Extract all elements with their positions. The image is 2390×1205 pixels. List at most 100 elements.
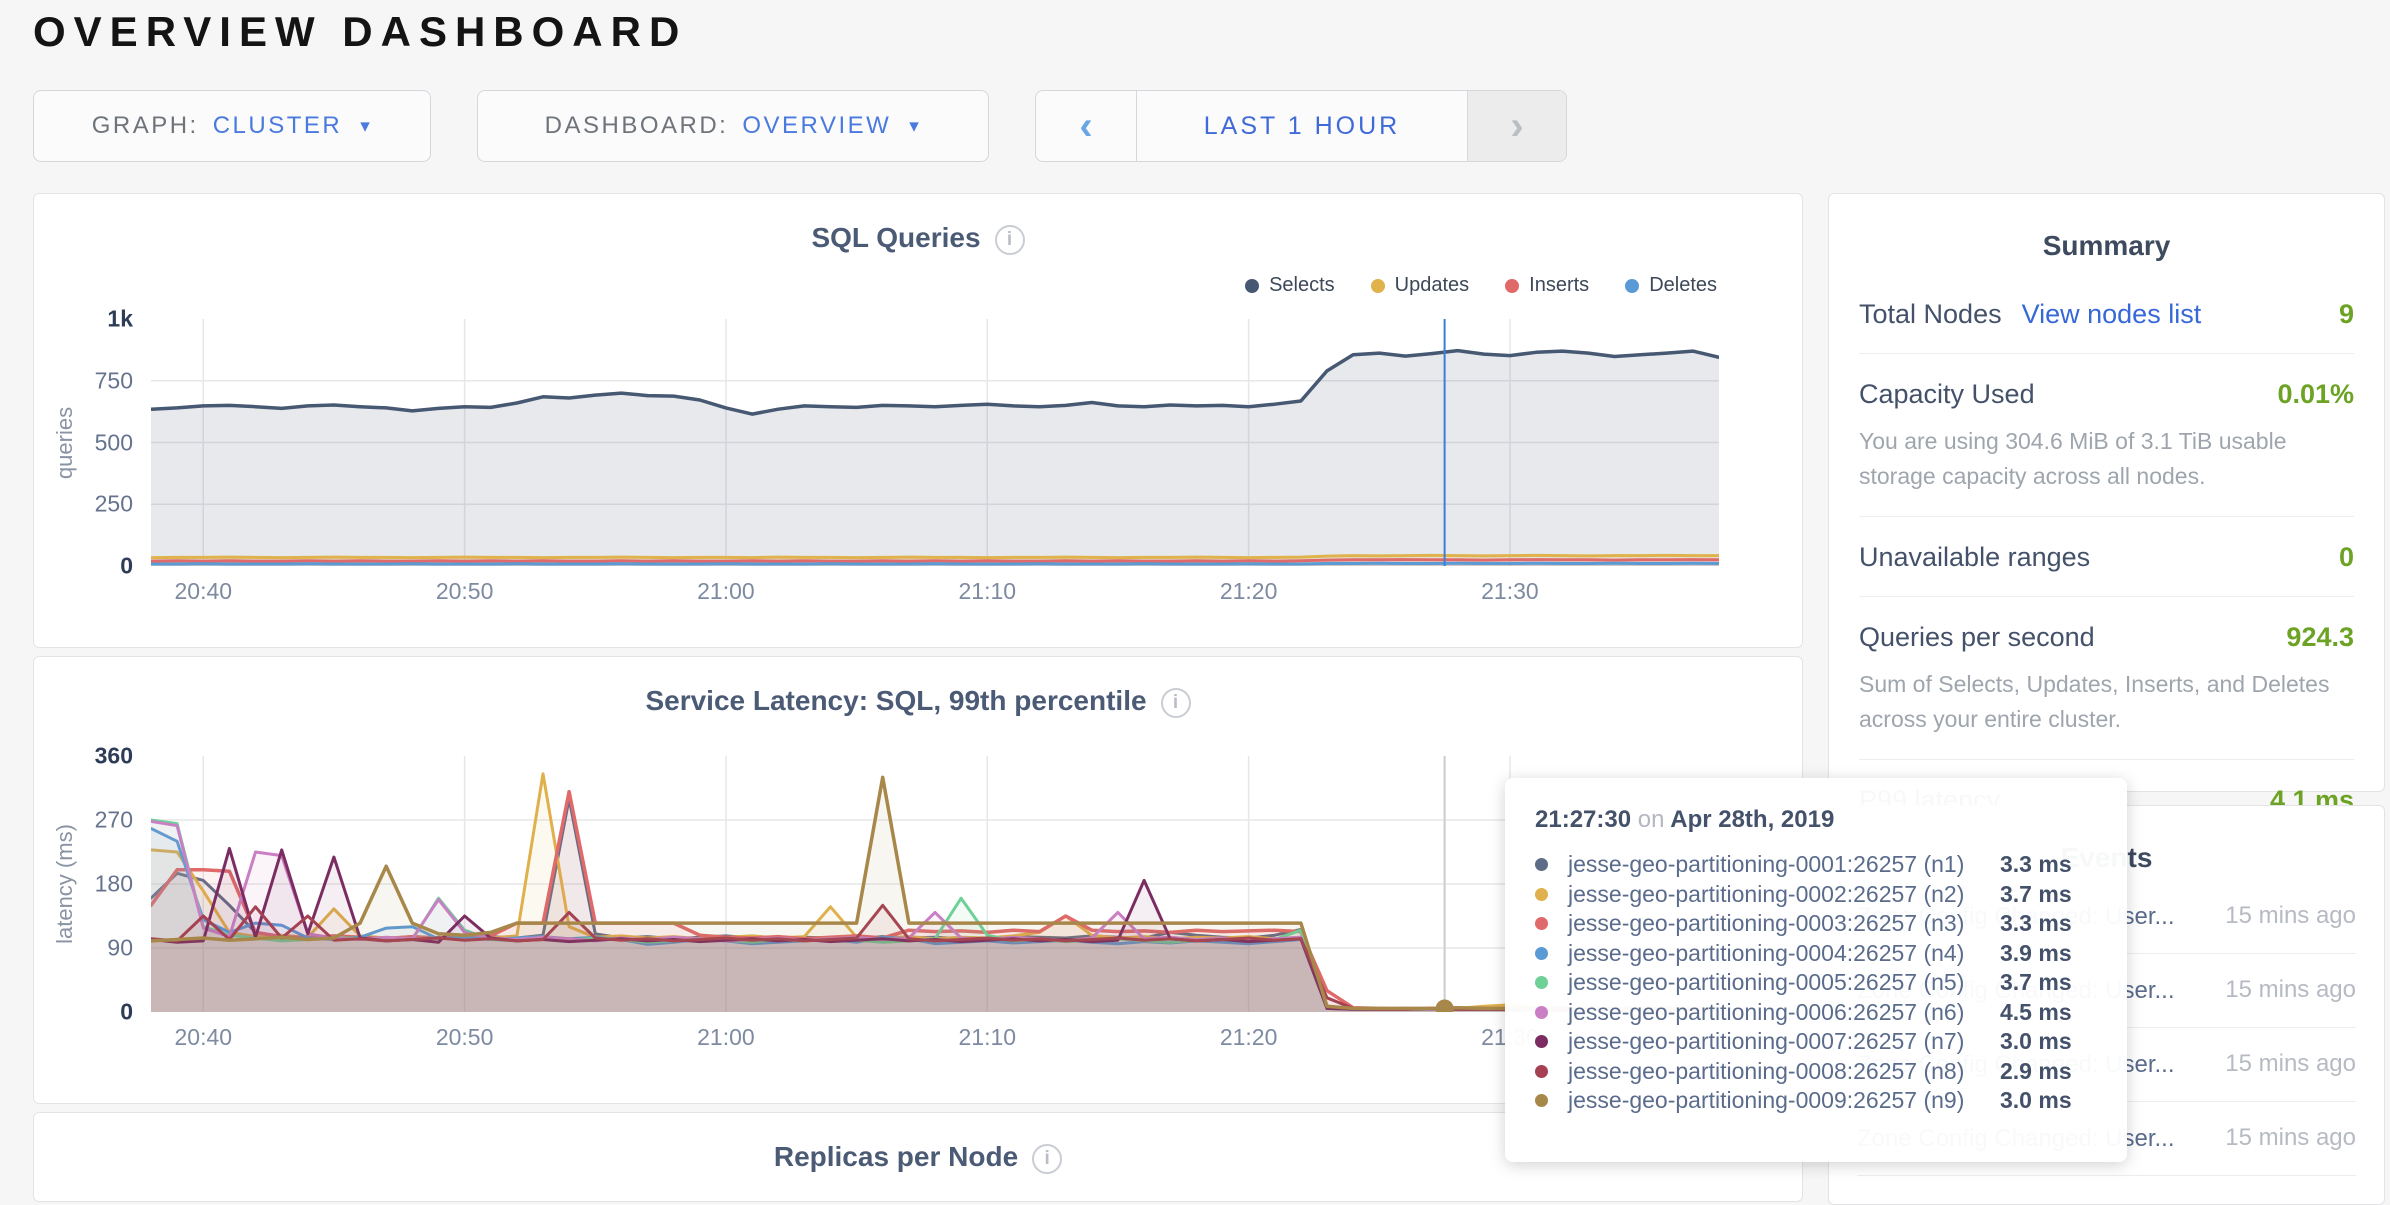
summary-row-subtitle: You are using 304.6 MiB of 3.1 TiB usabl… — [1859, 428, 2287, 489]
summary-row-capacity-used: Capacity Used 0.01% You are using 304.6 … — [1859, 354, 2354, 517]
node-color-dot-icon — [1535, 946, 1548, 960]
node-color-dot-icon — [1535, 1094, 1548, 1108]
timerange-prev-button[interactable]: ‹ — [1036, 91, 1136, 161]
info-icon[interactable]: i — [1032, 1143, 1063, 1174]
info-icon[interactable]: i — [1160, 687, 1191, 718]
tooltip-node-value: 3.3 ms — [2000, 851, 2072, 878]
summary-row-label: Capacity Used — [1859, 379, 2035, 409]
chart-title-text: Service Latency: SQL, 99th percentile — [645, 685, 1147, 716]
node-color-dot-icon — [1535, 1064, 1548, 1078]
dashboard-dropdown[interactable]: DASHBOARD: OVERVIEW ▾ — [477, 90, 989, 162]
tooltip-node-name: jesse-geo-partitioning-0002:26257 (n2) — [1568, 880, 1965, 907]
summary-row-label: Queries per second — [1859, 622, 2095, 652]
tooltip-node-name: jesse-geo-partitioning-0003:26257 (n3) — [1568, 910, 1965, 937]
y-tick-label: 750 — [94, 367, 133, 394]
legend-label: Deletes — [1649, 274, 1717, 296]
chart-title: SQL Queries i — [34, 222, 1802, 255]
timerange-next-button[interactable]: › — [1468, 91, 1566, 161]
chevron-down-icon: ▾ — [909, 115, 922, 137]
legend-label: Updates — [1394, 274, 1470, 296]
toolbar: GRAPH: CLUSTER ▾ DASHBOARD: OVERVIEW ▾ ‹… — [33, 90, 1567, 162]
tooltip-node-value: 3.9 ms — [2000, 939, 2072, 966]
node-color-dot-icon — [1535, 858, 1548, 872]
event-time: 15 mins ago — [2225, 902, 2356, 930]
tooltip-node-name: jesse-geo-partitioning-0006:26257 (n6) — [1568, 998, 1965, 1025]
tooltip-row: jesse-geo-partitioning-0003:26257 (n3) 3.… — [1535, 909, 2097, 939]
y-tick-label: 180 — [94, 870, 133, 897]
y-tick-label: 250 — [94, 490, 133, 517]
legend-label: Inserts — [1529, 274, 1590, 296]
y-axis-label: queries — [52, 406, 77, 479]
legend-item-selects: Selects — [1245, 274, 1335, 297]
node-color-dot-icon — [1535, 917, 1548, 931]
x-tick-label: 21:10 — [958, 578, 1017, 604]
node-color-dot-icon — [1535, 1005, 1548, 1019]
summary-row-label: Total Nodes — [1859, 299, 2002, 329]
tooltip-time: 21:27:30 — [1535, 806, 1632, 833]
summary-row-unavailable-ranges: Unavailable ranges 0 — [1859, 517, 2354, 597]
summary-title: Summary — [2042, 230, 2171, 261]
tooltip-node-value: 3.7 ms — [2000, 969, 2072, 996]
tooltip-row: jesse-geo-partitioning-0004:26257 (n4) 3.… — [1535, 939, 2097, 969]
tooltip-node-name: jesse-geo-partitioning-0005:26257 (n5) — [1568, 969, 1965, 996]
event-time: 15 mins ago — [2225, 1124, 2356, 1152]
info-icon[interactable]: i — [994, 224, 1025, 255]
graph-dropdown-label: GRAPH: — [91, 112, 199, 139]
tooltip-row: jesse-geo-partitioning-0006:26257 (n6) 4.… — [1535, 998, 2097, 1028]
sql-queries-chart[interactable] — [151, 319, 1719, 566]
y-tick-label: 90 — [107, 934, 133, 961]
x-tick-label: 21:20 — [1219, 1024, 1278, 1050]
tooltip-node-name: jesse-geo-partitioning-0008:26257 (n8) — [1568, 1057, 1965, 1084]
summary-row-queries-per-second: Queries per second 924.3 Sum of Selects,… — [1859, 597, 2354, 760]
summary-row-label: Unavailable ranges — [1859, 542, 2091, 572]
tooltip-node-value: 3.7 ms — [2000, 880, 2072, 907]
tooltip-row: jesse-geo-partitioning-0001:26257 (n1) 3.… — [1535, 850, 2097, 880]
chevron-down-icon: ▾ — [360, 115, 373, 137]
x-tick-label: 21:00 — [697, 578, 755, 604]
y-tick-label: 0 — [120, 552, 133, 579]
summary-panel: Summary Total Nodes View nodes list 9 Ca… — [1828, 193, 2385, 815]
tooltip-node-name: jesse-geo-partitioning-0004:26257 (n4) — [1568, 939, 1965, 966]
node-color-dot-icon — [1535, 1035, 1548, 1049]
timerange-selector: ‹ LAST 1 HOUR › — [1035, 90, 1567, 162]
summary-row-value: 0 — [2338, 542, 2354, 572]
legend-item-updates: Updates — [1370, 274, 1470, 297]
x-tick-label: 21:00 — [697, 1024, 755, 1050]
y-tick-label: 360 — [94, 742, 133, 769]
tooltip-row: jesse-geo-partitioning-0007:26257 (n7) 3.… — [1535, 1027, 2097, 1057]
chevron-right-icon: › — [1510, 103, 1524, 148]
chart-title-text: Replicas per Node — [773, 1141, 1019, 1172]
page-title: OVERVIEW DASHBOARD — [33, 8, 688, 55]
service-latency-plot[interactable]: latency (ms) 360 270 180 90 0 20:40 20:50 21:00… — [52, 743, 1719, 1050]
tooltip-node-name: jesse-geo-partitioning-0009:26257 (n9) — [1568, 1087, 1965, 1114]
event-time: 15 mins ago — [2225, 976, 2356, 1004]
x-tick-label: 21:10 — [958, 1024, 1017, 1050]
legend-label: Selects — [1269, 274, 1335, 296]
legend-dot-icon — [1625, 278, 1640, 293]
summary-row-value: 924.3 — [2286, 622, 2354, 652]
tooltip-node-name: jesse-geo-partitioning-0007:26257 (n7) — [1568, 1028, 1965, 1055]
sql-queries-card: SQL Queries i Selects Updates Inserts Delete… — [33, 193, 1803, 648]
sql-queries-plot[interactable]: queries 1k 750 500 250 0 20:40 20:50 21:00 21:10… — [52, 306, 1719, 604]
node-color-dot-icon — [1535, 887, 1548, 901]
graph-dropdown[interactable]: GRAPH: CLUSTER ▾ — [33, 90, 431, 162]
y-tick-label: 500 — [94, 429, 133, 455]
y-tick-label: 0 — [120, 998, 133, 1025]
tooltip-rows: jesse-geo-partitioning-0001:26257 (n1) 3.… — [1535, 850, 2097, 1116]
timerange-label[interactable]: LAST 1 HOUR — [1136, 91, 1468, 161]
tooltip-row: jesse-geo-partitioning-0009:26257 (n9) 3.… — [1535, 1086, 2097, 1116]
legend-item-deletes: Deletes — [1625, 274, 1717, 297]
dashboard-dropdown-label: DASHBOARD: — [544, 112, 729, 139]
service-latency-chart[interactable] — [151, 756, 1719, 1012]
x-tick-label: 20:40 — [174, 1024, 233, 1050]
view-nodes-list-link[interactable]: View nodes list — [2021, 299, 2202, 329]
y-tick-label: 270 — [94, 806, 133, 833]
graph-dropdown-value: CLUSTER — [212, 112, 343, 139]
tooltip-row: jesse-geo-partitioning-0005:26257 (n5) 3.… — [1535, 968, 2097, 998]
node-color-dot-icon — [1535, 976, 1548, 990]
tooltip-timestamp: 21:27:30 on Apr 28th, 2019 — [1535, 806, 2097, 834]
tooltip-node-value: 4.5 ms — [2000, 998, 2072, 1025]
summary-row-value: 0.01% — [2277, 379, 2354, 409]
tooltip-node-name: jesse-geo-partitioning-0001:26257 (n1) — [1568, 851, 1965, 878]
chart-title: Replicas per Node i — [34, 1141, 1802, 1174]
